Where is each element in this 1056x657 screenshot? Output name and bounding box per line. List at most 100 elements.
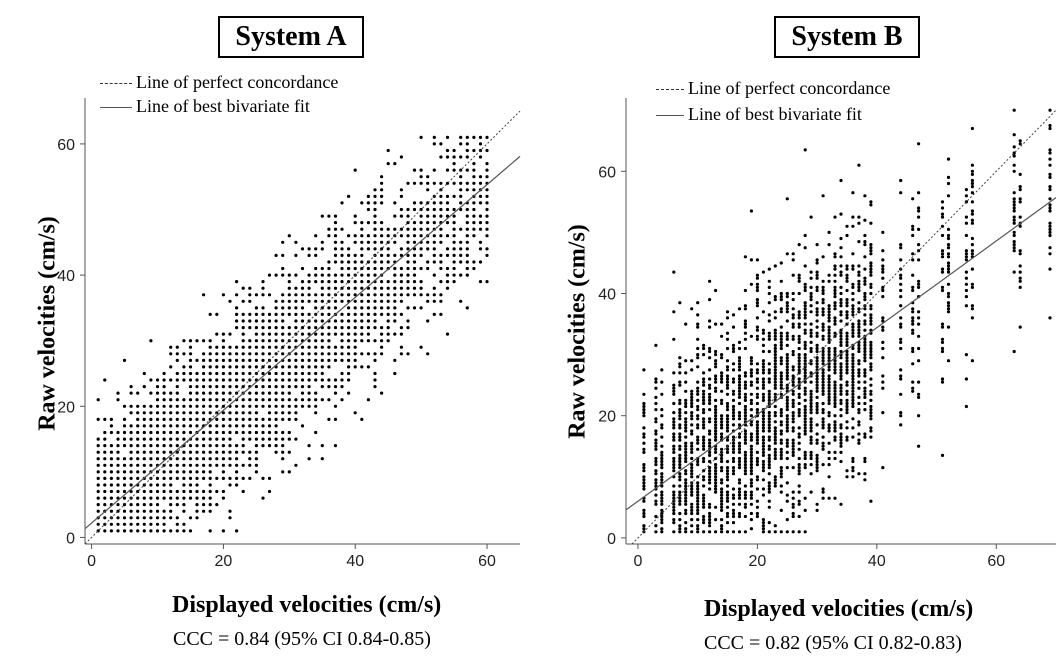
y-tick-label: 20 [57,399,75,416]
data-point [202,391,206,395]
data-point [241,463,245,467]
data-point [281,273,285,277]
data-point [103,489,107,494]
data-point [261,332,265,336]
data-point [791,404,795,409]
data-point [221,365,225,369]
data-point [773,453,777,457]
data-point [702,441,706,445]
data-point [406,273,410,277]
data-point [714,530,718,534]
data-point [815,313,819,317]
data-point [340,273,344,277]
data-point [307,378,311,382]
data-point [294,312,298,316]
data-point [857,273,861,277]
data-point [432,299,436,303]
data-point [696,408,700,412]
data-point [731,496,736,500]
data-point [708,401,712,406]
data-point [827,429,831,433]
data-point [767,487,771,491]
data-point [267,437,272,441]
data-point [863,240,867,244]
chart-title-system-a: System A [218,16,364,58]
data-point [869,411,873,415]
data-point [749,362,753,366]
data-point [353,234,357,238]
data-point [235,365,239,369]
data-point [129,483,133,487]
data-point [380,339,384,343]
data-point [720,420,724,424]
data-point [857,386,861,390]
data-point [465,188,469,192]
data-point [869,392,873,396]
data-point [857,411,861,415]
data-point [208,529,212,533]
data-point [714,481,718,485]
data-point [785,343,789,347]
data-point [254,358,258,362]
data-point [412,221,417,225]
data-point [737,359,742,363]
data-point [393,358,397,362]
data-point [1018,224,1022,228]
data-point [714,426,718,430]
data-point [195,417,199,421]
data-point [731,502,736,506]
data-point [767,438,771,442]
data-point [672,530,676,534]
data-point [333,352,338,356]
data-point [809,426,813,430]
data-point [839,356,843,360]
data-point [162,385,166,389]
data-point [743,322,747,326]
data-point [445,214,450,218]
data-point [743,505,747,509]
data-point [136,516,140,520]
data-point [845,365,849,369]
data-point [333,332,338,336]
data-point [797,359,801,363]
data-point [839,389,843,393]
data-point [917,359,921,363]
data-point [863,233,867,238]
data-point [155,496,160,500]
data-point [642,426,646,430]
data-point [684,530,688,534]
data-point [386,234,390,238]
data-point [327,398,331,402]
data-point [869,426,873,430]
data-point [642,466,646,470]
data-point [797,514,801,519]
data-point [287,345,291,349]
data-point [761,359,765,363]
data-point [261,424,265,428]
data-point [393,312,397,316]
data-point [743,371,747,375]
data-point [720,414,724,418]
data-point [327,365,331,369]
data-point [767,301,771,305]
data-point [761,310,765,314]
data-point [827,401,831,406]
data-point [708,377,712,381]
data-point [672,426,676,430]
data-point [412,306,417,310]
data-point [791,530,795,534]
data-point [773,447,777,451]
data-point [803,346,807,351]
data-point [833,322,837,326]
data-point [785,337,789,341]
data-point [702,423,706,427]
data-point [869,429,873,433]
data-point [940,285,945,289]
data-point [149,424,153,428]
data-point [899,316,903,320]
data-point [839,285,843,289]
data-point [241,286,245,290]
data-point [702,377,706,381]
data-point [857,368,861,372]
